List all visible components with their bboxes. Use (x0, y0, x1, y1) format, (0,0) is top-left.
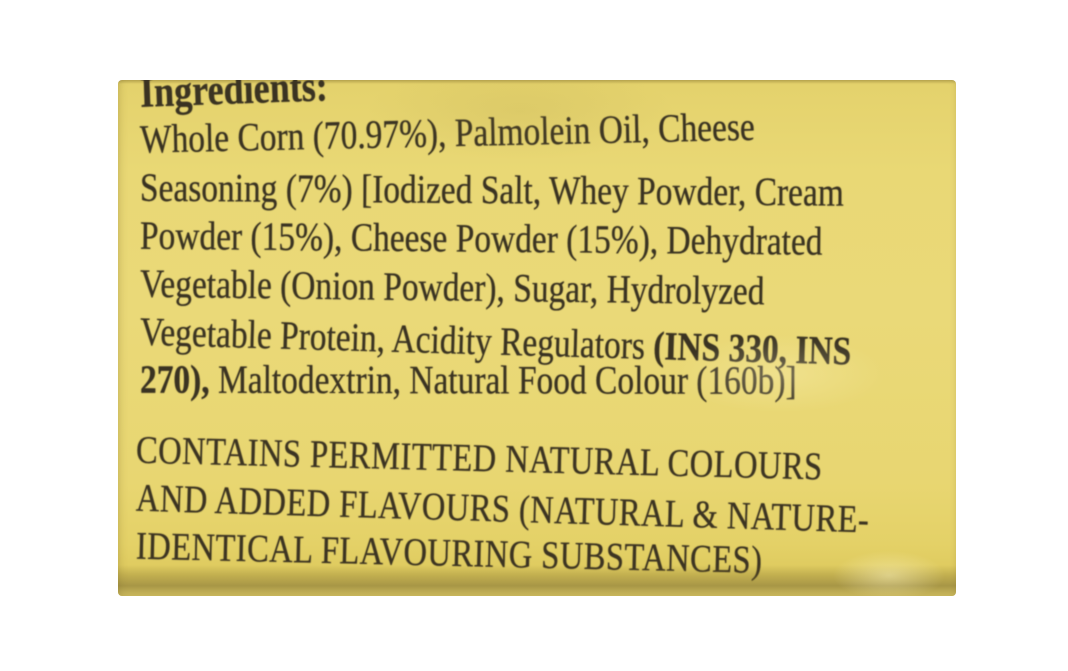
ins-numbers-bold-text-continued: 270), (139, 357, 210, 403)
ingredients-line-6-text: Maltodextrin, Natural Food Colour (160b)… (209, 357, 797, 404)
allergen-statement: CONTAINS PERMITTED NATURAL COLOURS AND A… (135, 427, 956, 583)
ingredients-label-panel: Ingredients: Whole Corn (70.97%), Palmol… (118, 80, 956, 596)
ingredients-line-2: Seasoning (7%) [Iodized Salt, Whey Powde… (139, 165, 844, 216)
ingredients-section: Ingredients: Whole Corn (70.97%), Palmol… (139, 80, 956, 407)
ingredients-line-6: 270), Maltodextrin, Natural Food Colour … (140, 355, 950, 407)
